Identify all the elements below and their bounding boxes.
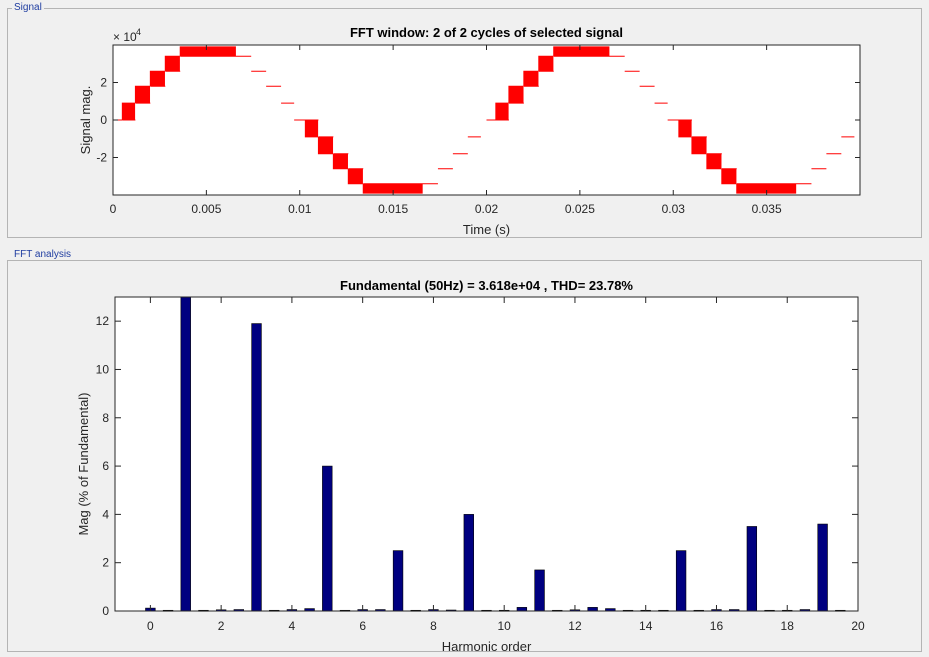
fft-x-tick-label: 2 bbox=[218, 619, 225, 633]
fft-bar bbox=[392, 550, 404, 612]
signal-x-tick-label: 0.02 bbox=[475, 202, 499, 216]
fft-y-tick-label: 2 bbox=[102, 556, 109, 570]
signal-x-label: Time (s) bbox=[463, 222, 510, 237]
signal-y-tick-label: 2 bbox=[100, 76, 107, 90]
fft-bar bbox=[180, 296, 191, 612]
signal-x-tick-label: 0.005 bbox=[191, 202, 221, 216]
fft-y-tick-label: 0 bbox=[102, 604, 109, 618]
signal-x-tick-label: 0.035 bbox=[752, 202, 782, 216]
signal-chart: 0 0.005 0.01 0.015 0.02 0.025 0.03 0.035 -2 0 2 FFT… bbox=[78, 25, 861, 237]
signal-x-tick-label: 0.025 bbox=[565, 202, 595, 216]
fft-x-tick-label: 6 bbox=[359, 619, 366, 633]
signal-x-tick-label: 0.015 bbox=[378, 202, 408, 216]
signal-panel-label: Signal bbox=[12, 2, 44, 13]
fft-y-tick-label: 4 bbox=[102, 507, 109, 521]
fft-bar bbox=[587, 607, 598, 612]
fft-x-tick-label: 18 bbox=[781, 619, 795, 633]
fft-bar bbox=[746, 526, 758, 612]
fft-x-tick-label: 14 bbox=[639, 619, 653, 633]
fft-y-label: Mag (% of Fundamental) bbox=[76, 392, 91, 535]
fft-y-tick-label: 12 bbox=[96, 314, 110, 328]
signal-x-tick-label: 0.01 bbox=[288, 202, 312, 216]
fft-title: Fundamental (50Hz) = 3.618e+04 , THD= 23… bbox=[340, 278, 633, 293]
signal-panel bbox=[7, 8, 922, 238]
fft-x-tick-label: 16 bbox=[710, 619, 724, 633]
signal-x-tick-label: 0 bbox=[110, 202, 117, 216]
signal-y-exponent-power: 4 bbox=[136, 27, 141, 37]
fft-plot-area bbox=[115, 297, 858, 611]
fft-x-tick-label: 20 bbox=[851, 619, 865, 633]
signal-y-label: Signal mag. bbox=[78, 86, 93, 155]
signal-y-tick-label: 0 bbox=[100, 113, 107, 127]
fft-x-tick-label: 12 bbox=[568, 619, 582, 633]
signal-title: FFT window: 2 of 2 cycles of selected si… bbox=[350, 25, 623, 40]
fft-bar bbox=[817, 523, 828, 612]
fft-x-tick-label: 8 bbox=[430, 619, 437, 633]
signal-y-exponent: × 10 bbox=[113, 30, 137, 44]
signal-x-tick-label: 0.03 bbox=[662, 202, 686, 216]
fft-x-label: Harmonic order bbox=[442, 639, 532, 654]
fft-panel-label: FFT analysis bbox=[12, 249, 74, 260]
fft-y-tick-label: 6 bbox=[102, 459, 109, 473]
fft-bar bbox=[463, 514, 474, 612]
fft-x-tick-label: 4 bbox=[289, 619, 296, 633]
fft-y-tick-label: 10 bbox=[96, 362, 110, 376]
fft-bar bbox=[534, 569, 545, 612]
fft-bar bbox=[322, 465, 333, 612]
fft-panel bbox=[7, 260, 922, 652]
fft-x-tick-label: 10 bbox=[498, 619, 512, 633]
fft-x-tick-label: 0 bbox=[147, 619, 154, 633]
fft-y-tick-label: 8 bbox=[102, 411, 109, 425]
signal-y-tick-label: -2 bbox=[96, 151, 107, 165]
fft-bar bbox=[251, 323, 262, 612]
fft-axes-box bbox=[114, 296, 859, 612]
fft-bar bbox=[675, 550, 687, 612]
fft-bar bbox=[516, 607, 528, 612]
